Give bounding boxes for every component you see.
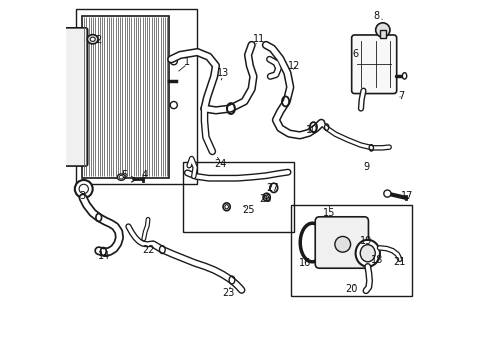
Bar — [290, 205, 411, 296]
Ellipse shape — [360, 245, 374, 262]
Text: 1: 1 — [184, 57, 190, 67]
Text: 20: 20 — [345, 284, 357, 294]
Text: 5: 5 — [121, 170, 127, 180]
Text: 15: 15 — [323, 208, 335, 218]
Ellipse shape — [223, 203, 230, 211]
Circle shape — [375, 23, 389, 37]
Bar — [82, 16, 169, 178]
Bar — [76, 9, 197, 184]
Ellipse shape — [402, 73, 406, 79]
Text: 23: 23 — [222, 288, 234, 298]
FancyBboxPatch shape — [315, 217, 367, 268]
Text: 4: 4 — [141, 170, 147, 180]
Ellipse shape — [263, 193, 270, 201]
Text: 21: 21 — [393, 257, 405, 267]
Circle shape — [170, 102, 177, 109]
Text: 16: 16 — [299, 258, 311, 268]
FancyBboxPatch shape — [351, 35, 396, 94]
Text: 3: 3 — [80, 191, 85, 201]
Circle shape — [170, 58, 177, 65]
Bar — [183, 162, 293, 232]
Text: 12: 12 — [288, 61, 300, 71]
Ellipse shape — [264, 195, 268, 199]
Ellipse shape — [300, 223, 324, 262]
Text: 27: 27 — [265, 183, 278, 193]
Text: 8: 8 — [373, 11, 379, 21]
Ellipse shape — [269, 183, 277, 193]
Text: 7: 7 — [398, 91, 404, 101]
Text: 17: 17 — [400, 191, 412, 201]
Text: 11: 11 — [252, 34, 264, 44]
Text: 26: 26 — [259, 194, 271, 203]
Ellipse shape — [117, 174, 125, 180]
Ellipse shape — [224, 204, 228, 209]
Circle shape — [75, 180, 93, 198]
Circle shape — [334, 237, 350, 252]
Circle shape — [79, 184, 88, 194]
Ellipse shape — [119, 175, 123, 179]
Text: 24: 24 — [214, 159, 226, 169]
Ellipse shape — [90, 37, 95, 41]
Text: 19: 19 — [359, 237, 371, 247]
Text: 2: 2 — [96, 35, 102, 45]
Ellipse shape — [87, 35, 98, 44]
Text: 10: 10 — [305, 125, 318, 135]
FancyBboxPatch shape — [63, 28, 87, 166]
Text: 13: 13 — [217, 68, 229, 78]
Text: 25: 25 — [242, 205, 254, 215]
Text: 14: 14 — [98, 251, 110, 261]
Circle shape — [383, 190, 390, 197]
Text: 6: 6 — [351, 49, 358, 59]
Text: 9: 9 — [362, 162, 368, 172]
Ellipse shape — [355, 240, 379, 267]
Bar — [379, 30, 385, 38]
Text: 22: 22 — [142, 246, 154, 255]
Text: 18: 18 — [370, 255, 382, 265]
